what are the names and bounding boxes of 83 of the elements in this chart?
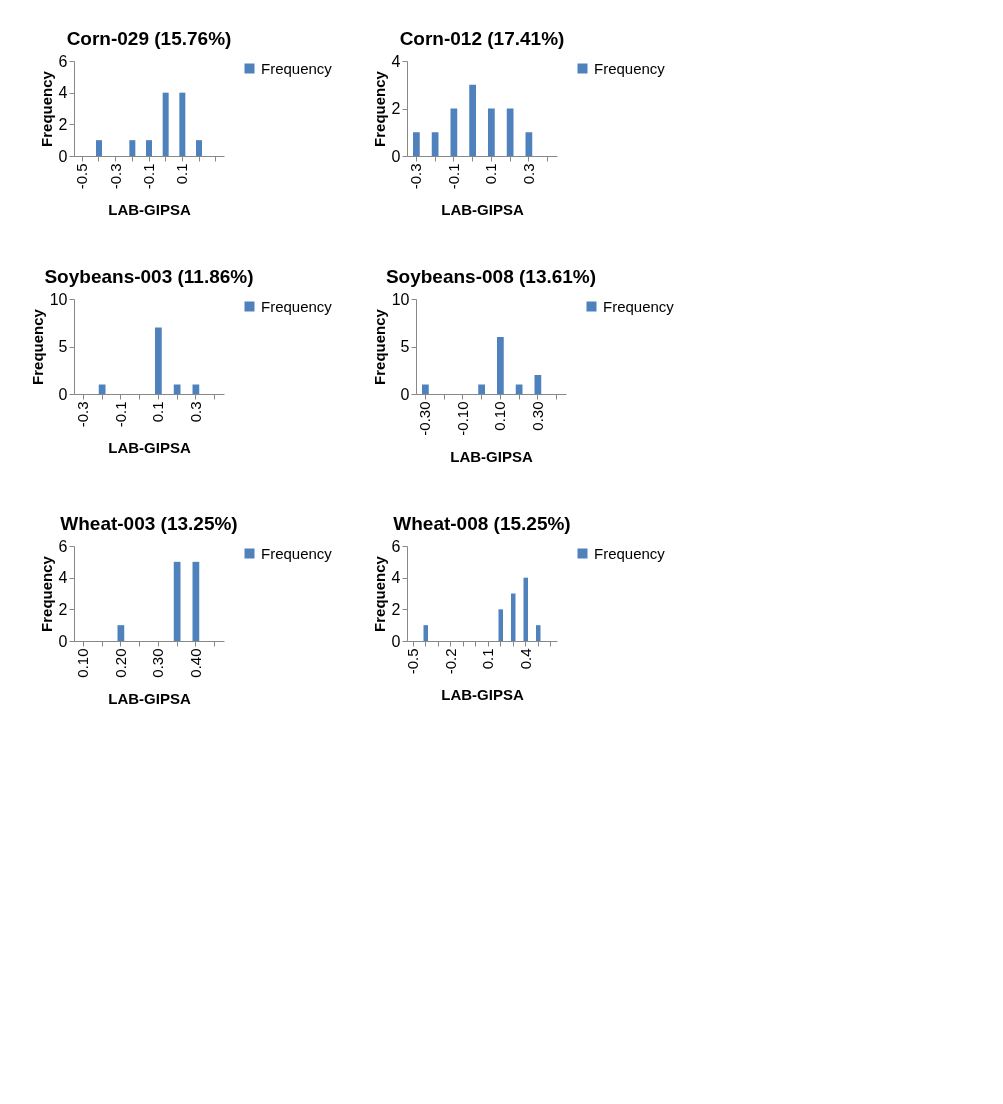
- y-tick-label: 4: [58, 569, 68, 587]
- x-axis-title: LAB-GIPSA: [441, 201, 524, 219]
- y-tick-label: 4: [391, 569, 401, 587]
- bar: [488, 108, 495, 156]
- chart-title: Wheat-003 (13.25%): [60, 513, 238, 534]
- legend-label: Frequency: [594, 59, 666, 77]
- y-tick-label: 0: [391, 632, 401, 650]
- legend-label: Frequency: [261, 297, 333, 315]
- y-tick-label: 0: [400, 385, 410, 403]
- x-tick-label: -0.1: [444, 163, 462, 190]
- y-tick-label: 4: [58, 84, 68, 102]
- x-axis-title: LAB-GIPSA: [450, 447, 533, 465]
- bar: [422, 384, 429, 394]
- x-axis-title: LAB-GIPSA: [108, 689, 191, 707]
- y-axis-title: Frequency: [37, 555, 55, 632]
- bar: [515, 384, 523, 394]
- bar: [506, 108, 514, 156]
- y-tick-label: 0: [58, 385, 68, 403]
- legend-label: Frequency: [261, 59, 333, 77]
- chart-title: Soybeans-008 (13.61%): [385, 266, 597, 287]
- bar: [536, 625, 541, 641]
- x-tick-label: 0.1: [482, 163, 500, 185]
- y-tick-label: 4: [391, 52, 401, 70]
- y-axis-title: Frequency: [370, 308, 388, 385]
- chart-title: Corn-012 (17.41%): [399, 28, 565, 49]
- y-tick-label: 0: [58, 147, 68, 165]
- bar: [497, 337, 504, 394]
- x-tick-label: 0.1: [149, 401, 167, 423]
- y-axis-title: Frequency: [370, 70, 388, 147]
- x-tick-label: -0.30: [416, 401, 434, 436]
- y-tick-label: 10: [391, 290, 410, 308]
- x-tick-label: 0.20: [111, 648, 129, 678]
- bar: [469, 84, 476, 156]
- x-tick-label: 0.1: [173, 163, 191, 185]
- y-axis-title: Frequency: [28, 308, 46, 385]
- x-tick-label: -0.1: [140, 163, 157, 190]
- bar: [478, 384, 485, 394]
- x-tick-label: 0.3: [186, 401, 204, 423]
- y-tick-label: 5: [400, 338, 410, 355]
- chart-title: Soybeans-003 (11.86%): [44, 266, 254, 287]
- x-tick-label: -0.3: [106, 163, 124, 190]
- y-axis-title: Frequency: [37, 70, 55, 147]
- bar: [498, 609, 503, 641]
- bar: [525, 132, 533, 156]
- x-tick-label: -0.2: [441, 648, 459, 675]
- legend-label: Frequency: [603, 297, 675, 315]
- bar: [431, 132, 439, 156]
- y-tick-label: 2: [58, 600, 68, 618]
- x-tick-label: 0.1: [479, 648, 497, 670]
- chart-title: Wheat-008 (15.25%): [393, 513, 571, 534]
- x-tick-label: -0.5: [73, 163, 91, 190]
- x-axis-title: LAB-GIPSA: [108, 439, 191, 457]
- x-tick-label: 0.4: [516, 648, 534, 670]
- y-tick-label: 6: [58, 52, 68, 70]
- x-tick-label: 0.10: [74, 648, 92, 678]
- x-tick-label: -0.3: [407, 163, 425, 190]
- x-tick-label: 0.30: [528, 401, 546, 431]
- y-tick-label: 0: [391, 147, 401, 165]
- x-tick-label: 0.40: [186, 648, 204, 678]
- y-tick-label: 6: [391, 537, 401, 555]
- y-tick-label: 6: [58, 537, 68, 555]
- chart-title: Corn-029 (15.76%): [66, 28, 232, 49]
- legend-label: Frequency: [261, 544, 333, 562]
- y-tick-label: 2: [391, 600, 401, 618]
- x-axis-title: LAB-GIPSA: [441, 686, 524, 704]
- x-tick-label: -0.10: [453, 401, 471, 436]
- y-axis-title: Frequency: [370, 555, 388, 632]
- x-axis-title: LAB-GIPSA: [108, 201, 191, 219]
- x-tick-label: 0.10: [491, 401, 509, 431]
- x-tick-label: -0.5: [404, 648, 422, 675]
- y-tick-label: 0: [58, 632, 68, 650]
- legend-label: Frequency: [594, 544, 666, 562]
- x-tick-label: 0.30: [149, 648, 167, 678]
- y-tick-label: 2: [58, 115, 68, 133]
- bar: [511, 593, 516, 641]
- x-tick-label: -0.3: [74, 401, 92, 428]
- bar: [423, 625, 428, 641]
- y-tick-label: 5: [58, 338, 68, 355]
- y-tick-label: 10: [49, 290, 68, 308]
- y-tick-label: 2: [391, 100, 401, 117]
- bar: [413, 132, 420, 156]
- x-tick-label: 0.3: [519, 163, 537, 185]
- x-tick-label: -0.1: [111, 401, 129, 428]
